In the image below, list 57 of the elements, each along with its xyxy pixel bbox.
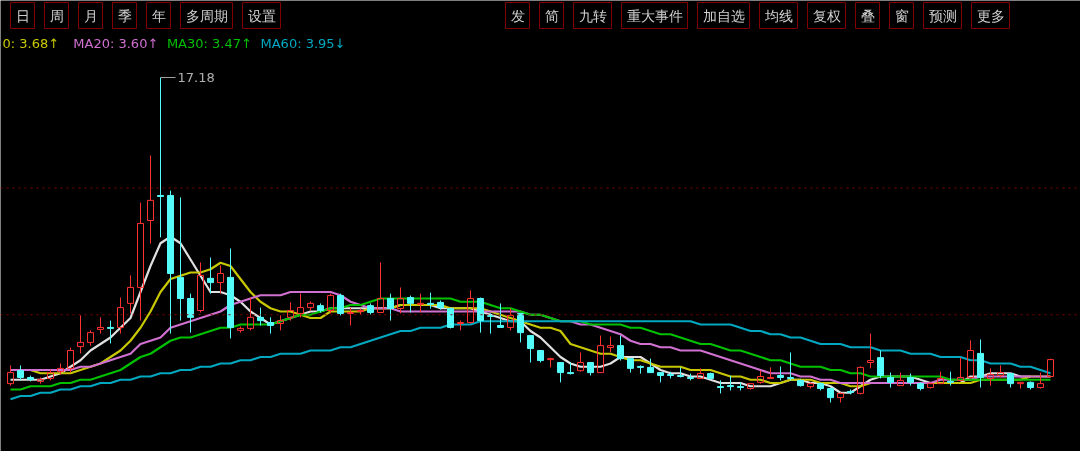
candlestick <box>837 392 844 403</box>
candlestick <box>977 338 984 389</box>
text: 复权 <box>812 7 841 24</box>
text: 周 <box>49 7 64 24</box>
candlestick <box>927 383 934 389</box>
candlestick <box>147 155 154 245</box>
text: 均线 <box>763 7 793 24</box>
candlestick <box>267 316 274 335</box>
text: 重大事件 <box>626 7 683 24</box>
candlestick <box>807 383 814 390</box>
candlestick <box>427 292 434 310</box>
text: 发 <box>510 7 525 24</box>
candlestick <box>7 364 14 387</box>
text: 设置 <box>247 7 276 24</box>
text: 加自选 <box>702 7 745 24</box>
text: 季 <box>117 7 132 24</box>
text: 月 <box>83 7 98 24</box>
text: 年 <box>151 7 166 24</box>
candlestick <box>117 297 124 335</box>
candlestick <box>177 196 184 322</box>
candlestick <box>207 257 214 295</box>
candlestick <box>217 264 224 295</box>
text: 预测 <box>928 7 957 24</box>
text: 叠 <box>860 7 875 24</box>
candlestick <box>437 299 444 311</box>
candlestick <box>97 316 104 335</box>
candlestick <box>577 351 584 372</box>
candlestick <box>37 376 44 385</box>
candlestick <box>487 312 494 335</box>
candlestick <box>637 365 644 375</box>
candlestick <box>87 329 94 347</box>
text: 更多 <box>976 7 1005 24</box>
annotation: 17.18 <box>177 70 215 85</box>
text: MA30: 3.47↑ <box>166 36 252 51</box>
text: 日 <box>15 7 30 24</box>
candlestick <box>467 289 474 324</box>
candlestick <box>237 325 244 334</box>
candlestick <box>227 247 234 339</box>
candlestick <box>617 335 624 362</box>
candlestick <box>567 362 574 375</box>
candlestick <box>1027 381 1034 390</box>
text: MA60: 3.95↓ <box>260 36 346 51</box>
candlestick <box>287 301 294 322</box>
text: 窗 <box>894 7 909 24</box>
candlestick <box>157 77 164 238</box>
text: 九转 <box>578 7 607 24</box>
candlestick <box>797 379 804 387</box>
candlestick <box>137 202 144 322</box>
candlestick <box>947 371 954 387</box>
candlestick <box>307 300 314 312</box>
text: 简 <box>544 7 559 24</box>
candlestick <box>987 367 994 387</box>
text: MA20: 3.60↑ <box>73 36 159 51</box>
candlestick <box>127 274 134 314</box>
candlestick <box>1037 372 1044 389</box>
text: 0: 3.68↑ <box>2 36 60 51</box>
text: 多周期 <box>185 7 228 24</box>
